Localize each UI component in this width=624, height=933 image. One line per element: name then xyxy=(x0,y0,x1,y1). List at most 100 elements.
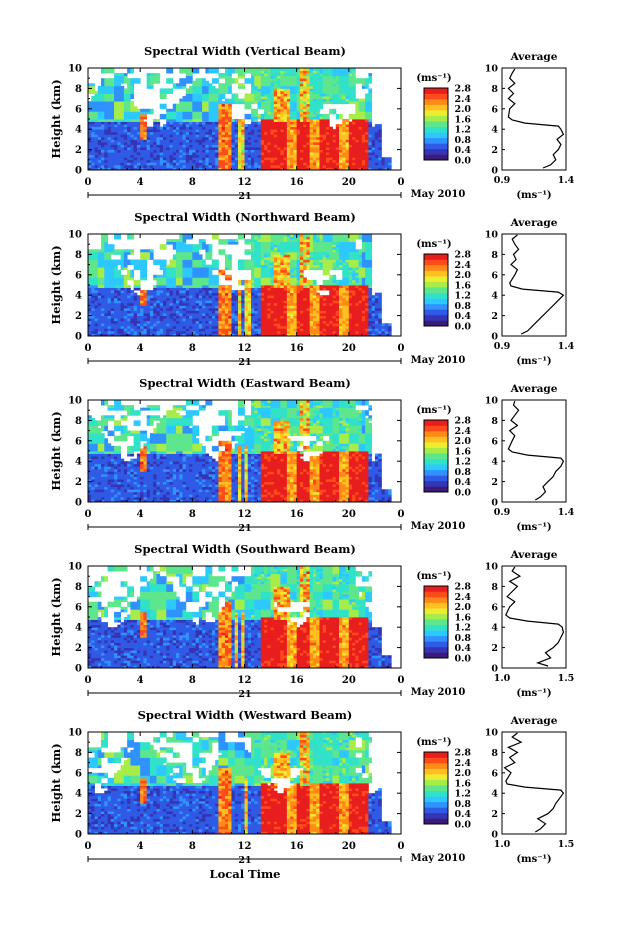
heatmap-cell xyxy=(251,267,255,270)
heatmap-cell xyxy=(264,134,268,137)
heatmap-cell xyxy=(108,116,112,119)
heatmap-cell xyxy=(104,265,108,268)
heatmap-cell xyxy=(313,155,317,158)
heatmap-cell xyxy=(284,86,288,89)
heatmap-cell xyxy=(251,76,255,79)
heatmap-cell xyxy=(365,127,369,130)
heatmap-cell xyxy=(300,152,304,155)
heatmap-cell xyxy=(153,157,157,160)
heatmap-cell xyxy=(173,316,177,319)
heatmap-cell xyxy=(352,145,356,148)
heatmap-cell xyxy=(300,132,304,135)
heatmap-cell xyxy=(267,101,271,104)
heatmap-cell xyxy=(352,155,356,158)
heatmap-cell xyxy=(95,99,99,102)
heatmap-cell xyxy=(143,265,147,268)
heatmap-cell xyxy=(254,73,258,76)
heatmap-cell xyxy=(323,86,327,89)
heatmap-cell xyxy=(225,71,229,74)
heatmap-cell xyxy=(215,145,219,148)
heatmap-cell xyxy=(261,244,265,247)
heatmap-cell xyxy=(130,237,134,240)
heatmap-cell xyxy=(183,132,187,135)
heatmap-cell xyxy=(280,137,284,140)
heatmap-cell xyxy=(303,129,307,132)
heatmap-cell xyxy=(140,132,144,135)
heatmap-cell xyxy=(176,137,180,140)
heatmap-cell xyxy=(104,275,108,278)
heatmap-cell xyxy=(258,104,262,107)
heatmap-cell xyxy=(323,142,327,145)
heatmap-cell xyxy=(381,157,385,160)
heatmap-cell xyxy=(88,308,92,311)
heatmap-cell xyxy=(143,257,147,260)
heatmap-cell xyxy=(218,150,222,153)
heatmap-cell xyxy=(231,290,235,293)
heatmap-cell xyxy=(179,328,183,331)
heatmap-cell xyxy=(209,265,213,268)
heatmap-cell xyxy=(212,122,216,125)
avg-y-tick-label: 2 xyxy=(491,145,498,156)
heatmap-cell xyxy=(280,155,284,158)
heatmap-cell xyxy=(114,267,118,270)
heatmap-cell xyxy=(336,152,340,155)
heatmap-cell xyxy=(111,247,115,250)
heatmap-cell xyxy=(176,147,180,150)
heatmap-cell xyxy=(225,157,229,160)
heatmap-cell xyxy=(264,239,268,242)
heatmap-cell xyxy=(319,122,323,125)
heatmap-cell xyxy=(261,305,265,308)
heatmap-cell xyxy=(143,260,147,263)
heatmap-cell xyxy=(192,129,196,132)
heatmap-cell xyxy=(104,101,108,104)
heatmap-cell xyxy=(245,265,249,268)
heatmap-cell xyxy=(319,127,323,130)
heatmap-cell xyxy=(231,137,235,140)
heatmap-cell xyxy=(176,267,180,270)
heatmap-cell xyxy=(137,267,141,270)
heatmap-cell xyxy=(339,94,343,97)
heatmap-cell xyxy=(186,308,190,311)
heatmap-cell xyxy=(300,114,304,117)
heatmap-cell xyxy=(254,83,258,86)
heatmap-cell xyxy=(222,331,226,334)
heatmap-cell xyxy=(316,114,320,117)
heatmap-cell xyxy=(202,318,206,321)
heatmap-cell xyxy=(245,331,249,334)
heatmap-cell xyxy=(202,321,206,324)
heatmap-cell xyxy=(186,114,190,117)
heatmap-cell xyxy=(258,272,262,275)
heatmap-cell xyxy=(91,290,95,293)
heatmap-cell xyxy=(306,71,310,74)
heatmap-cell xyxy=(231,305,235,308)
heatmap-cell xyxy=(225,295,229,298)
heatmap-cell xyxy=(108,83,112,86)
heatmap-cell xyxy=(111,145,115,148)
heatmap-cell xyxy=(326,83,330,86)
heatmap-cell xyxy=(333,109,337,112)
heatmap-cell xyxy=(196,86,200,89)
heatmap-cell xyxy=(329,145,333,148)
heatmap-cell xyxy=(342,145,346,148)
heatmap-cell xyxy=(300,122,304,125)
heatmap-cell xyxy=(251,86,255,89)
heatmap-cell xyxy=(326,137,330,140)
heatmap-cell xyxy=(156,162,160,165)
heatmap-cell xyxy=(205,275,209,278)
heatmap-cell xyxy=(251,109,255,112)
heatmap-cell xyxy=(258,244,262,247)
heatmap-cell xyxy=(209,150,213,153)
heatmap-cell xyxy=(316,160,320,163)
heatmap-cell xyxy=(319,91,323,94)
heatmap-cell xyxy=(241,119,245,122)
heatmap-cell xyxy=(156,303,160,306)
heatmap-cell xyxy=(333,142,337,145)
heatmap-cell xyxy=(88,321,92,324)
heatmap-cell xyxy=(355,147,359,150)
heatmap-cell xyxy=(140,165,144,168)
heatmap-cell xyxy=(228,147,232,150)
heatmap-cell xyxy=(192,122,196,125)
heatmap-cell xyxy=(231,94,235,97)
heatmap-cell xyxy=(251,111,255,114)
heatmap-cell xyxy=(342,124,346,127)
